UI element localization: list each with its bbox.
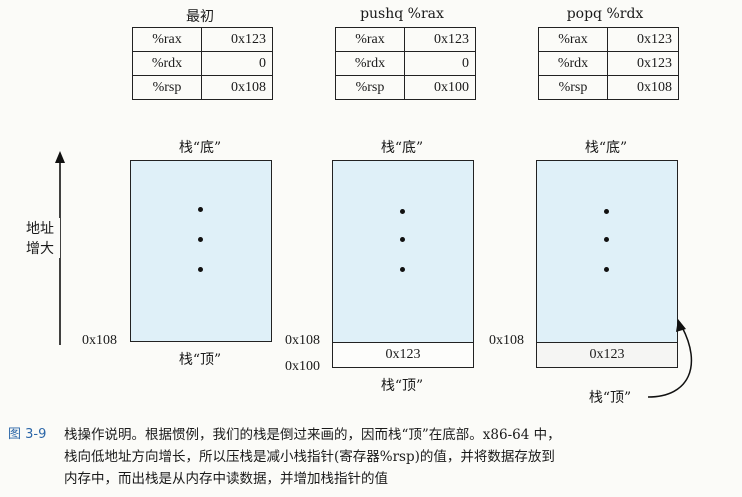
panel-2-heading: pushq %rax	[360, 6, 444, 22]
register-name: %rsp	[335, 75, 405, 100]
register-row-rax: %rax 0x123	[538, 27, 679, 52]
register-name: %rsp	[132, 75, 202, 100]
register-row-rdx: %rdx 0	[335, 51, 476, 76]
ellipsis-dot	[400, 209, 405, 214]
ellipsis-dot	[604, 267, 609, 272]
register-value: 0	[404, 51, 476, 76]
panel-1-stack-top-label: 栈“顶”	[178, 352, 222, 368]
caption-line-1: 栈操作说明。根据惯例，我们的栈是倒过来画的，因而栈“顶”在底部。x86-64 中…	[64, 427, 561, 443]
panel-1-heading: 最初	[186, 9, 214, 25]
register-value: 0x123	[404, 27, 476, 52]
register-name: %rax	[132, 27, 202, 52]
register-row-rdx: %rdx 0x123	[538, 51, 679, 76]
panel-3-stack-top-label: 栈“顶”	[588, 390, 632, 406]
address-increase-arrow	[55, 151, 65, 345]
register-value: 0x108	[201, 75, 273, 100]
axis-label-line2: 增大	[26, 241, 54, 257]
register-name: %rdx	[132, 51, 202, 76]
register-name: %rdx	[538, 51, 608, 76]
register-value: 0x123	[607, 51, 679, 76]
panel-1-stack	[130, 160, 272, 342]
register-name: %rsp	[538, 75, 608, 100]
register-row-rax: %rax 0x123	[335, 27, 476, 52]
figure-caption: 图 3-9 栈操作说明。根据惯例，我们的栈是倒过来画的，因而栈“顶”在底部。x8…	[8, 424, 738, 490]
ellipsis-dot	[198, 267, 203, 272]
panel-2-stack	[332, 160, 474, 344]
ellipsis-dot	[604, 237, 609, 242]
panel-2-address-0x108: 0x108	[285, 333, 320, 348]
panel-1-stack-bottom-label: 栈“底”	[178, 140, 222, 156]
figure-number: 图 3-9	[8, 427, 47, 442]
register-name: %rax	[335, 27, 405, 52]
register-row-rsp: %rsp 0x108	[132, 75, 273, 100]
axis-label-line1: 地址	[26, 221, 54, 237]
panel-1-address-0x108: 0x108	[82, 333, 117, 348]
panel-3-address-0x108: 0x108	[489, 333, 524, 348]
register-value: 0x123	[201, 27, 273, 52]
register-value: 0x123	[607, 27, 679, 52]
panel-2-stack-bottom-label: 栈“底”	[380, 140, 424, 156]
register-row-rsp: %rsp 0x100	[335, 75, 476, 100]
axis-label: 地址 增大	[20, 218, 60, 258]
panel-3-stack	[536, 160, 678, 344]
caption-line-3: 内存中，而出栈是从内存中读数据，并增加栈指针的值	[64, 471, 388, 487]
register-value: 0x108	[607, 75, 679, 100]
panel-2-stack-cell: 0x123	[332, 342, 474, 368]
register-name: %rdx	[335, 51, 405, 76]
panel-2-stack-top-label: 栈“顶”	[380, 378, 424, 394]
register-row-rsp: %rsp 0x108	[538, 75, 679, 100]
register-name: %rax	[538, 27, 608, 52]
caption-line-2: 栈向低地址方向增长，所以压栈是减小栈指针(寄存器%rsp)的值，并将数据存放到	[64, 449, 555, 465]
stack-top-pointer-arrow	[647, 319, 693, 398]
register-row-rax: %rax 0x123	[132, 27, 273, 52]
register-row-rdx: %rdx 0	[132, 51, 273, 76]
ellipsis-dot	[198, 237, 203, 242]
panel-3-stack-bottom-label: 栈“底”	[584, 140, 628, 156]
panel-3-stack-cell: 0x123	[536, 342, 678, 368]
ellipsis-dot	[198, 207, 203, 212]
ellipsis-dot	[400, 237, 405, 242]
register-value: 0	[201, 51, 273, 76]
register-table-initial: %rax 0x123 %rdx 0 %rsp 0x108	[132, 27, 273, 100]
register-table-popq: %rax 0x123 %rdx 0x123 %rsp 0x108	[538, 27, 679, 100]
ellipsis-dot	[604, 209, 609, 214]
ellipsis-dot	[400, 267, 405, 272]
register-value: 0x100	[404, 75, 476, 100]
register-table-pushq: %rax 0x123 %rdx 0 %rsp 0x100	[335, 27, 476, 100]
panel-2-address-0x100: 0x100	[285, 359, 320, 374]
panel-3-heading: popq %rdx	[566, 6, 644, 22]
